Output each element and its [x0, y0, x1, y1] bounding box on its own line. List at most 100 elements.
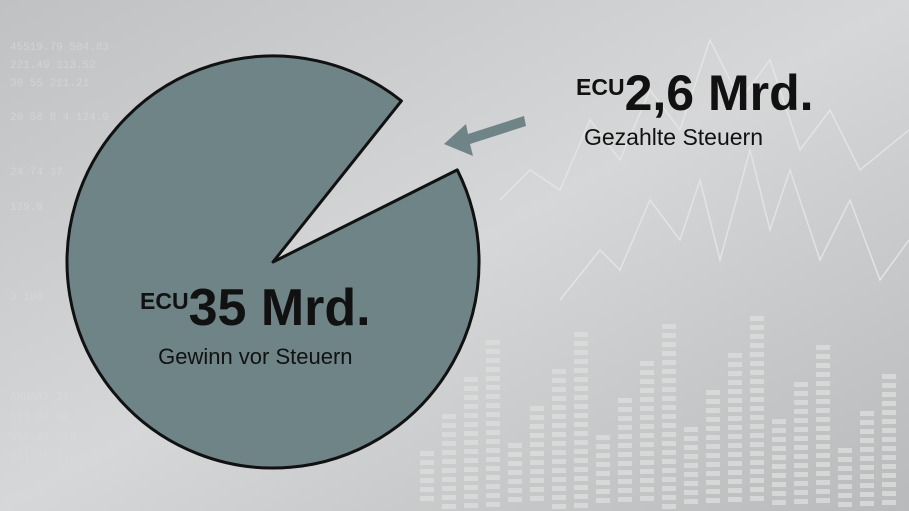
bg-bar-segment: [728, 407, 742, 412]
bg-bar-segment: [662, 423, 676, 428]
bg-bar-segment: [640, 406, 654, 411]
bg-bar-segment: [574, 440, 588, 445]
bg-bar-segment: [662, 459, 676, 464]
bg-bar-segment: [750, 442, 764, 447]
profit-caption: Gewinn vor Steuern: [158, 344, 353, 369]
bg-bar-segment: [530, 469, 544, 474]
bg-bar-segment: [706, 453, 720, 458]
svg-text:20 58 8 4 124.9: 20 58 8 4 124.9: [10, 112, 109, 124]
bg-bar-segment: [574, 431, 588, 436]
bg-bar-segment: [728, 488, 742, 493]
bg-bar-segment: [816, 480, 830, 485]
bg-bar-segment: [442, 432, 456, 437]
bg-bar-segment: [530, 478, 544, 483]
bg-bar-segment: [618, 398, 632, 403]
bg-bar-segment: [486, 340, 500, 345]
bg-bar-segment: [420, 451, 434, 456]
bg-bar-segment: [464, 431, 478, 436]
bg-bar-segment: [486, 484, 500, 489]
bg-bar-segment: [860, 483, 874, 488]
bg-bar-segment: [816, 453, 830, 458]
bg-bar-segment: [772, 419, 786, 424]
bg-bar-segment: [816, 381, 830, 386]
bg-bar-segment: [728, 452, 742, 457]
bg-bar-segment: [860, 465, 874, 470]
bg-bar-segment: [442, 441, 456, 446]
bg-bar-segment: [574, 494, 588, 499]
tax-amount: 2,6 Mrd.: [624, 65, 814, 121]
bg-bar-segment: [794, 445, 808, 450]
bg-bar-segment: [728, 470, 742, 475]
bg-bar-segment: [530, 496, 544, 501]
bg-bar-segment: [552, 369, 566, 374]
bg-bar-segment: [662, 396, 676, 401]
bg-bar-segment: [508, 470, 522, 475]
bg-bar-segment: [772, 500, 786, 505]
bg-bar-segment: [772, 428, 786, 433]
bg-bar-segment: [464, 404, 478, 409]
bg-bar-segment: [794, 409, 808, 414]
bg-bar-segment: [618, 470, 632, 475]
bg-bar-segment: [486, 448, 500, 453]
bg-bar-segment: [662, 477, 676, 482]
bg-bar-segment: [530, 415, 544, 420]
bg-bar-segment: [794, 382, 808, 387]
bg-bar-segment: [552, 378, 566, 383]
bg-bar-segment: [706, 471, 720, 476]
bg-bar-segment: [574, 341, 588, 346]
bg-bar-segment: [574, 458, 588, 463]
bg-bar-segment: [750, 352, 764, 357]
bg-bar-segment: [662, 351, 676, 356]
bg-bar-segment: [750, 325, 764, 330]
tax-currency: ECU: [576, 74, 625, 100]
bg-bar-segment: [750, 397, 764, 402]
svg-text:45519.79 504.83: 45519.79 504.83: [10, 42, 109, 54]
bg-bar-segment: [618, 452, 632, 457]
bg-bar-segment: [882, 428, 896, 433]
bg-bar-segment: [794, 490, 808, 495]
bg-bar-segment: [552, 459, 566, 464]
bg-bar-segment: [508, 488, 522, 493]
bg-bar-segment: [706, 390, 720, 395]
bg-bar-segment: [574, 413, 588, 418]
bg-bar-segment: [684, 463, 698, 468]
bg-bar-segment: [552, 477, 566, 482]
bg-bar-segment: [552, 387, 566, 392]
bg-bar-segment: [882, 419, 896, 424]
bg-bar-segment: [706, 462, 720, 467]
bg-bar-segment: [640, 379, 654, 384]
bg-bar-segment: [882, 491, 896, 496]
bg-bar-segment: [552, 414, 566, 419]
bg-bar-segment: [574, 332, 588, 337]
bg-bar-segment: [420, 469, 434, 474]
bg-bar-segment: [838, 484, 852, 489]
bg-bar-segment: [596, 453, 610, 458]
bg-bar-segment: [640, 424, 654, 429]
bg-bar-segment: [464, 413, 478, 418]
bg-bar-segment: [662, 387, 676, 392]
bg-bar-segment: [728, 353, 742, 358]
bg-bar-segment: [464, 458, 478, 463]
bg-bar-segment: [750, 460, 764, 465]
bg-bar-segment: [860, 501, 874, 506]
bg-bar-segment: [618, 488, 632, 493]
bg-bar-segment: [816, 462, 830, 467]
bg-bar-segment: [684, 481, 698, 486]
bg-bar-segment: [574, 467, 588, 472]
bg-bar-segment: [706, 426, 720, 431]
bg-bar-segment: [442, 495, 456, 500]
bg-bar-segment: [640, 469, 654, 474]
bg-bar-segment: [728, 497, 742, 502]
bg-bar-segment: [552, 450, 566, 455]
bg-bar-segment: [750, 361, 764, 366]
bg-bar-segment: [574, 449, 588, 454]
bg-bar-segment: [486, 430, 500, 435]
bg-bar-segment: [530, 442, 544, 447]
profit-currency: ECU: [140, 288, 189, 314]
profit-amount: 35 Mrd.: [188, 279, 371, 337]
bg-bar-segment: [640, 460, 654, 465]
bg-bar-segment: [486, 367, 500, 372]
bg-bar-segment: [706, 480, 720, 485]
bg-bar-segment: [552, 423, 566, 428]
